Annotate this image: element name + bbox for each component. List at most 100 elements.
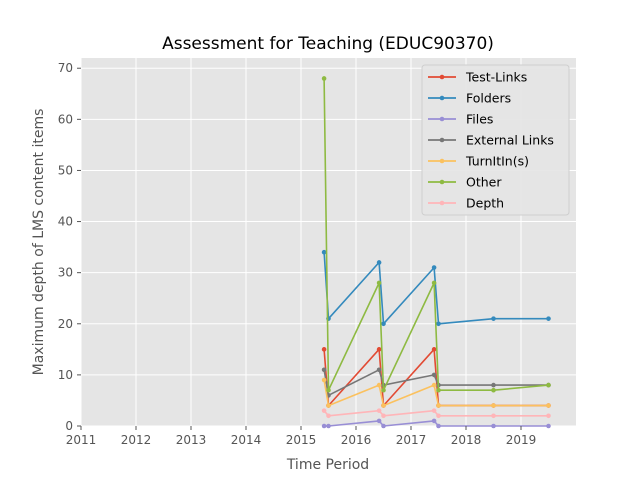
series-line <box>324 420 549 427</box>
legend-marker <box>439 137 445 143</box>
legend-box <box>421 64 570 216</box>
data-point <box>321 408 327 413</box>
series-line <box>323 252 549 325</box>
data-point <box>431 347 437 352</box>
data-point <box>381 321 386 327</box>
data-point <box>491 382 496 388</box>
series-line <box>323 368 549 397</box>
legend: Test-Links Folders Files External Links Turn… <box>421 64 570 216</box>
legend-marker <box>439 95 445 101</box>
data-point <box>326 387 331 393</box>
series-depth <box>321 408 551 419</box>
legend-label: Test-Links <box>465 70 527 85</box>
y-tick-label: 50 <box>58 163 73 177</box>
data-point <box>546 423 551 429</box>
x-tick-label: 2016 <box>341 433 372 447</box>
y-axis-ticks: 0 10 20 30 40 50 60 70 <box>58 61 81 433</box>
legend-label: Depth <box>466 196 504 211</box>
x-tick-label: 2019 <box>506 433 537 447</box>
y-tick-label: 40 <box>58 215 73 229</box>
data-point <box>376 260 382 265</box>
y-tick-label: 60 <box>58 112 73 126</box>
data-point <box>431 265 437 270</box>
data-point <box>326 423 331 429</box>
data-point <box>431 280 437 286</box>
data-point <box>491 316 496 321</box>
x-tick-label: 2011 <box>66 433 97 447</box>
legend-item: Depth <box>428 196 504 211</box>
data-point <box>376 408 382 413</box>
y-axis-label: Maximum depth of LMS content items <box>31 109 47 376</box>
legend-marker <box>439 158 445 164</box>
y-tick-label: 0 <box>65 419 73 433</box>
data-point <box>546 382 551 388</box>
series-layer <box>321 76 551 429</box>
data-point <box>326 403 331 408</box>
legend-item: External Links <box>428 133 554 148</box>
series-other <box>321 76 551 393</box>
data-point <box>546 316 551 321</box>
x-tick-label: 2012 <box>121 433 152 447</box>
data-point <box>436 413 441 419</box>
data-point <box>321 76 327 81</box>
legend-marker <box>439 116 445 122</box>
data-point <box>321 347 327 352</box>
data-point <box>321 377 327 383</box>
data-point <box>376 382 382 388</box>
data-point <box>546 413 551 419</box>
series-folders <box>321 249 551 327</box>
data-point <box>381 387 386 393</box>
data-point <box>376 347 382 352</box>
legend-item: Other <box>428 175 502 190</box>
y-tick-label: 30 <box>58 266 73 280</box>
series-line <box>323 78 549 392</box>
y-tick-label: 70 <box>58 61 73 75</box>
data-point <box>321 423 327 429</box>
legend-marker <box>439 74 445 80</box>
legend-item: Files <box>428 112 493 127</box>
x-axis-label: Time Period <box>286 457 369 473</box>
y-tick-label: 10 <box>58 368 73 382</box>
series-files <box>321 418 551 429</box>
data-point <box>436 403 441 408</box>
series-line <box>323 379 549 407</box>
data-point <box>381 423 386 429</box>
data-point <box>376 367 382 373</box>
data-point <box>491 403 496 408</box>
data-point <box>491 387 496 393</box>
x-tick-label: 2013 <box>176 433 207 447</box>
legend-item: Folders <box>428 91 511 106</box>
x-tick-label: 2014 <box>231 433 262 447</box>
data-point <box>436 387 441 393</box>
legend-marker <box>439 179 445 185</box>
data-point <box>321 367 327 373</box>
x-tick-label: 2018 <box>451 433 482 447</box>
legend-marker <box>439 200 445 206</box>
series-turnitin-s <box>321 377 551 408</box>
legend-label: TurnItIn(s) <box>465 154 529 169</box>
x-tick-label: 2015 <box>286 433 317 447</box>
x-tick-label: 2017 <box>396 433 427 447</box>
legend-item: Test-Links <box>428 70 527 85</box>
y-tick-label: 20 <box>58 317 73 331</box>
data-point <box>376 280 382 286</box>
legend-label: External Links <box>466 133 554 148</box>
data-point <box>321 249 327 255</box>
data-point <box>431 372 437 378</box>
data-point <box>326 413 331 419</box>
x-axis-ticks: 2011 2012 2013 2014 2015 2016 2017 2018 2019 <box>66 426 537 447</box>
data-point <box>376 418 382 424</box>
data-point <box>431 408 437 413</box>
data-point <box>546 403 551 408</box>
data-point <box>431 418 437 424</box>
data-point <box>436 321 441 327</box>
legend-label: Files <box>466 112 493 127</box>
series-line <box>323 409 549 417</box>
chart-title: Assessment for Teaching (EDUC90370) <box>162 34 494 54</box>
legend-label: Other <box>466 175 502 190</box>
legend-item: TurnItIn(s) <box>428 154 529 169</box>
data-point <box>491 423 496 429</box>
data-point <box>431 382 437 388</box>
data-point <box>436 423 441 429</box>
